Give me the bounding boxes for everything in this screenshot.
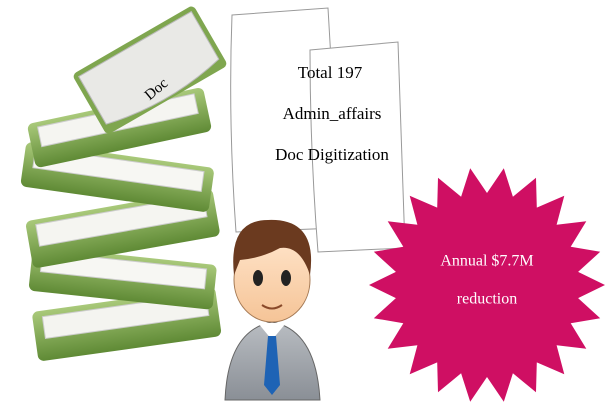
paper-line: Admin_affairs	[283, 104, 382, 123]
burst-line: reduction	[457, 291, 517, 308]
paper-line: Doc Digitization	[275, 145, 389, 164]
book-stack: Doc	[20, 5, 228, 362]
burst-line: Annual $7.7M	[440, 253, 533, 270]
papers: Total 197 Admin_affairs Doc Digitization	[231, 8, 405, 252]
illustration: Doc Total 197 Admin_affairs Doc Digitiza…	[0, 0, 606, 406]
starburst	[369, 168, 605, 402]
paper-line: Total 197	[298, 63, 363, 82]
person	[225, 220, 320, 400]
